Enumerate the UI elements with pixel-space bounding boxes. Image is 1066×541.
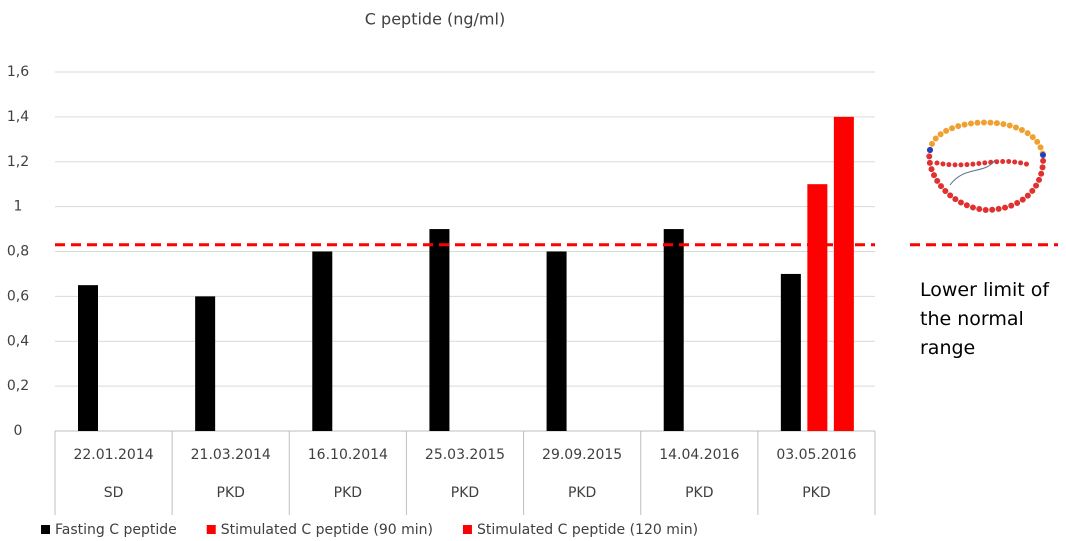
x-group-label: PKD	[451, 485, 479, 501]
bar	[312, 252, 332, 432]
x-group-label: PKD	[568, 485, 596, 501]
reference-label: Lower limit of the normal range	[920, 276, 1060, 363]
y-tick-label: 1,6	[7, 64, 29, 80]
x-group-label: PKD	[685, 485, 713, 501]
legend-label: Stimulated C peptide (90 min)	[221, 522, 433, 538]
y-tick-label: 1,2	[7, 154, 29, 170]
bar	[834, 117, 854, 431]
bar	[781, 274, 801, 431]
bar	[807, 184, 827, 431]
bar	[78, 285, 98, 431]
x-tick-label: 29.09.2015	[542, 447, 622, 463]
legend-label: Stimulated C peptide (120 min)	[477, 522, 698, 538]
x-group-label: PKD	[217, 485, 245, 501]
legend-swatch	[463, 525, 472, 534]
chart: C peptide (ng/ml) 0 0,2 0,4 0,6 0,8 1 1,2 1,4 1,…	[0, 0, 1066, 541]
x-tick-label: 14.04.2016	[659, 447, 739, 463]
page: C peptide (ng/ml) 0 0,2 0,4 0,6 0,8 1 1,2 1,4 1,…	[0, 0, 1066, 541]
bar	[429, 229, 449, 431]
x-group-label: PKD	[802, 485, 830, 501]
legend-label: Fasting C peptide	[55, 522, 177, 538]
y-tick-label: 0,4	[7, 333, 29, 349]
x-tick-label: 22.01.2014	[73, 447, 153, 463]
y-tick-label: 1	[14, 199, 23, 215]
legend-swatch	[207, 525, 216, 534]
x-group-label: SD	[104, 485, 124, 501]
x-tick-label: 21.03.2014	[191, 447, 271, 463]
x-tick-label: 03.05.2016	[776, 447, 856, 463]
y-tick-label: 0	[14, 423, 23, 439]
chart-title: C peptide (ng/ml)	[365, 10, 505, 29]
y-tick-label: 0,6	[7, 288, 29, 304]
bar	[195, 296, 215, 431]
y-tick-label: 0,8	[7, 244, 29, 260]
y-tick-label: 1,4	[7, 109, 29, 125]
x-tick-label: 16.10.2014	[308, 447, 388, 463]
c-peptide-illustration	[927, 123, 1046, 211]
y-tick-label: 0,2	[7, 378, 29, 394]
x-group-label: PKD	[334, 485, 362, 501]
bar	[664, 229, 684, 431]
legend-swatch	[41, 525, 50, 534]
x-tick-label: 25.03.2015	[425, 447, 505, 463]
bar	[547, 252, 567, 432]
